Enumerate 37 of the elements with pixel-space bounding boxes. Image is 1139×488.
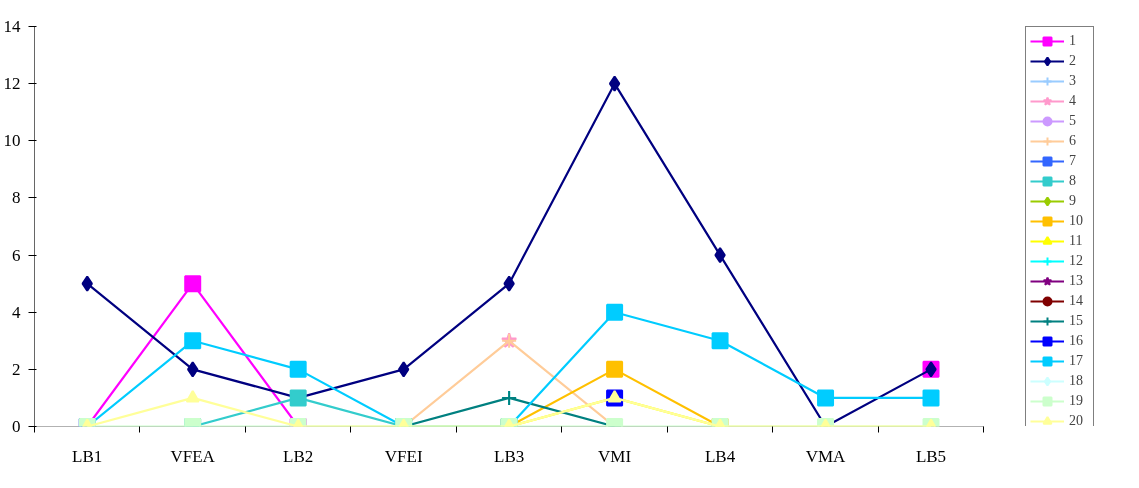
- legend-label: 7: [1069, 153, 1077, 169]
- legend-label: 13: [1069, 273, 1084, 289]
- y-tick-label: 10: [3, 131, 21, 151]
- x-tick-label: LB2: [283, 446, 314, 466]
- legend-label: 2: [1069, 53, 1077, 69]
- y-tick-label: 12: [3, 74, 21, 94]
- legend-label: 17: [1069, 353, 1084, 369]
- legend-label: 1: [1069, 33, 1077, 49]
- y-tick-label: 8: [12, 188, 21, 208]
- x-tick-label: LB3: [494, 446, 525, 466]
- x-tick-label: VMI: [598, 446, 632, 466]
- legend-label: 16: [1069, 333, 1084, 349]
- x-tick-label: VMA: [805, 446, 847, 466]
- legend-label: 3: [1069, 73, 1077, 89]
- x-tick-label: LB1: [72, 446, 103, 466]
- legend-label: 19: [1069, 393, 1084, 409]
- legend-label: 18: [1069, 373, 1084, 389]
- y-tick-label: 2: [12, 359, 21, 379]
- legend-label: 12: [1069, 253, 1084, 269]
- legend-label: 11: [1069, 233, 1084, 249]
- y-tick-label: 14: [3, 17, 21, 36]
- legend-label: 14: [1069, 293, 1084, 309]
- legend-label: 10: [1069, 213, 1084, 229]
- legend-label: 6: [1069, 133, 1077, 149]
- y-tick-label: 0: [12, 417, 21, 436]
- legend-label: 9: [1069, 193, 1077, 209]
- legend-label: 4: [1069, 93, 1077, 109]
- legend-label: 20: [1069, 413, 1084, 428]
- x-tick-label: VFEA: [170, 446, 216, 466]
- x-tick-label: LB4: [704, 446, 736, 466]
- x-tick-label: LB5: [915, 446, 947, 466]
- y-tick-label: 4: [12, 302, 21, 322]
- x-tick-label: VFEI: [384, 446, 423, 466]
- legend-label: 15: [1069, 313, 1084, 329]
- y-tick-label: 6: [12, 245, 21, 265]
- legend-label: 8: [1069, 173, 1077, 189]
- legend-label: 5: [1069, 113, 1077, 129]
